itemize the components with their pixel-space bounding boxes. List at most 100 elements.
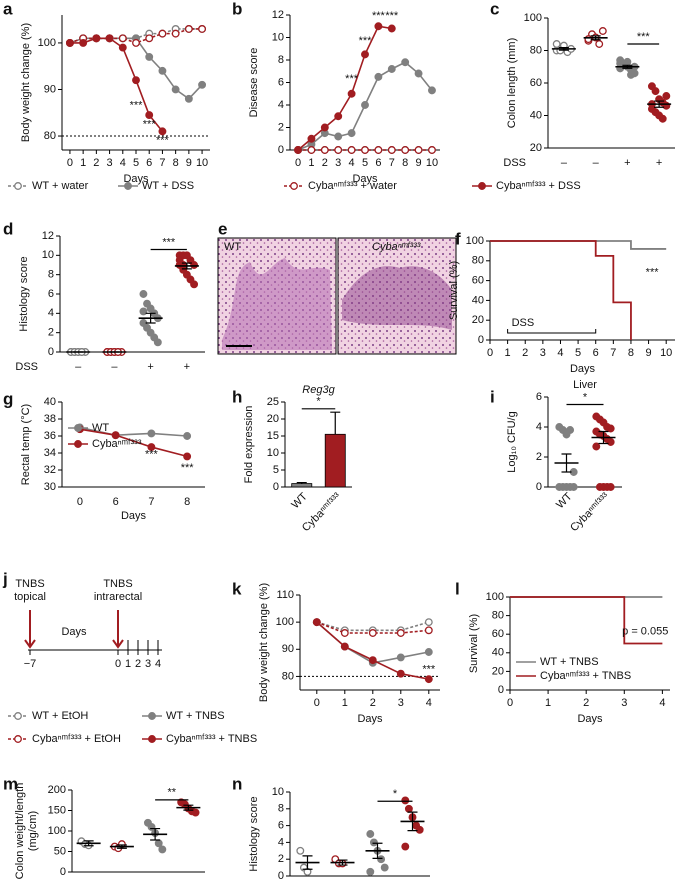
- data-point: [366, 867, 375, 876]
- sem-bar: [302, 855, 313, 870]
- image-label: Cybaⁿᵐᶠ³³³: [372, 241, 421, 253]
- legend-label: Cybaⁿᵐᶠ³³³ + water: [308, 180, 397, 192]
- data-point: [334, 112, 343, 121]
- data-point: [424, 675, 433, 684]
- y-axis-label: Colon length (mm): [506, 38, 518, 128]
- data-point: [312, 618, 321, 627]
- legend-label: WT + water: [32, 180, 89, 192]
- image-label: WT: [224, 241, 241, 253]
- y-tick-label: 12: [42, 230, 54, 242]
- data-point: [387, 65, 396, 73]
- y-axis-label: Log₁₀ CFU/g: [506, 411, 518, 472]
- y-tick-label: 80: [44, 130, 56, 142]
- y-axis-label: Disease score: [248, 48, 260, 118]
- data-point: [347, 146, 356, 154]
- data-point: [414, 146, 423, 154]
- legend-marker: [74, 424, 82, 432]
- data-point: [158, 66, 167, 75]
- legend-label: Cybaⁿᵐᶠ³³³ + DSS: [496, 180, 581, 192]
- row-label: DSS: [503, 157, 526, 169]
- legend-marker: [14, 735, 22, 743]
- data-point: [368, 656, 377, 665]
- data-point: [132, 76, 140, 85]
- period-bracket: [507, 329, 597, 334]
- x-tick-label: 4: [349, 157, 355, 169]
- x-tick-label: 7: [610, 347, 616, 359]
- x-tick-label: 8: [184, 496, 190, 508]
- data-point: [584, 35, 593, 44]
- panel-letter: b: [232, 0, 242, 18]
- survival-curve: [510, 596, 663, 645]
- y-tick-label: 110: [276, 589, 294, 601]
- data-point: [396, 669, 405, 678]
- legend-label: Cybaⁿᵐᶠ³³³ + TNBS: [166, 733, 257, 745]
- panel-letter: a: [3, 0, 13, 18]
- y-tick-label: 0: [60, 866, 66, 878]
- annotation: ***: [143, 118, 157, 130]
- sem-bar: [407, 811, 418, 832]
- data-point: [414, 69, 423, 78]
- tissue-fold: [222, 258, 332, 350]
- x-tick-label: 1: [80, 157, 86, 169]
- y-tick-label: 2: [536, 451, 542, 463]
- annotation: ***: [145, 449, 159, 461]
- data-point: [404, 804, 413, 813]
- legend-marker: [478, 182, 486, 190]
- y-axis-label: Histology score: [18, 256, 30, 331]
- x-tick-label: 1: [545, 697, 551, 709]
- y-tick-label: 8: [278, 803, 284, 815]
- y-tick-label: 12: [272, 9, 284, 21]
- data-point: [380, 863, 389, 872]
- sem-bar: [558, 46, 569, 51]
- x-tick-label: –: [111, 361, 118, 373]
- y-axis-label: Fold expression: [243, 406, 255, 484]
- y-tick-label: 90: [282, 643, 294, 655]
- data-point: [184, 25, 193, 33]
- x-tick-label: 2: [583, 697, 589, 709]
- x-tick-label: 5: [133, 157, 139, 169]
- y-tick-label: 34: [44, 447, 56, 459]
- data-point: [147, 429, 156, 438]
- x-tick-label: 6: [113, 496, 119, 508]
- series-line: [69, 37, 203, 100]
- event-label: TNBS: [15, 578, 44, 590]
- y-tick-label: 100: [466, 235, 484, 247]
- legend-marker: [148, 712, 156, 720]
- y-tick-label: 2: [48, 327, 54, 339]
- data-point: [294, 146, 302, 154]
- data-point: [65, 38, 74, 47]
- data-point: [145, 52, 154, 61]
- annotation: ***: [359, 35, 373, 47]
- y-tick-label: 40: [44, 396, 56, 408]
- x-axis-label: Days: [570, 363, 596, 375]
- legend-marker: [14, 182, 22, 190]
- y-tick-label: 60: [530, 77, 542, 89]
- x-tick-label: 2: [370, 697, 376, 709]
- y-tick-label: 6: [278, 820, 284, 832]
- axis-label: Days: [61, 626, 87, 638]
- data-point: [424, 626, 433, 635]
- y-tick-label: 10: [42, 249, 54, 261]
- data-point: [296, 846, 305, 855]
- data-point: [171, 85, 180, 94]
- y-tick-label: 36: [44, 430, 56, 442]
- data-point: [401, 842, 410, 851]
- panel-letter: j: [2, 569, 8, 588]
- data-point: [428, 146, 436, 154]
- x-axis-label: Days: [357, 713, 383, 725]
- y-tick-label: 80: [492, 610, 504, 622]
- sem-bar: [561, 453, 572, 473]
- error-bar: [296, 481, 307, 484]
- sem-bar: [590, 35, 601, 41]
- data-point: [171, 29, 180, 38]
- data-point: [368, 629, 377, 637]
- x-tick-label: 0: [295, 157, 301, 169]
- significance-label: *: [316, 396, 321, 408]
- sem-bar: [145, 312, 156, 324]
- y-axis-label: Survival (%): [468, 614, 480, 673]
- x-tick-label: 1: [308, 157, 314, 169]
- bar: [324, 433, 346, 488]
- data-point: [651, 87, 660, 96]
- x-tick-label: 10: [196, 157, 208, 169]
- data-point: [334, 132, 343, 141]
